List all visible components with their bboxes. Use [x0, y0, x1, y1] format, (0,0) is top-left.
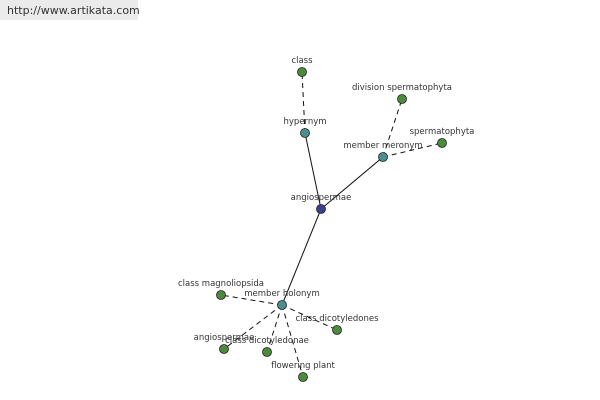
node: [298, 372, 308, 382]
node-label: class: [291, 56, 313, 66]
dashed-edge: [281, 304, 338, 331]
node-label: hypernym: [283, 117, 326, 127]
node-label: division spermatophyta: [352, 83, 452, 93]
header-url[interactable]: http://www.artikata.com: [0, 0, 140, 20]
node-label: member holonym: [244, 289, 319, 299]
node-label: spermatophyta: [410, 127, 475, 137]
node-label: flowering plant: [271, 361, 335, 371]
node: [297, 67, 307, 77]
node: [437, 138, 447, 148]
node: [216, 290, 226, 300]
node: [332, 325, 342, 335]
dashed-edge: [223, 304, 283, 350]
node-label: angiospermae: [291, 193, 352, 203]
node-label: class magnoliopsida: [178, 279, 264, 289]
edge: [304, 132, 322, 210]
node-label: angiospermae: [194, 333, 255, 343]
node: [378, 152, 388, 162]
node-label: member meronym: [343, 141, 422, 151]
node: [300, 128, 310, 138]
node: [277, 300, 287, 310]
node: [262, 347, 272, 357]
dashed-edge: [220, 294, 283, 306]
node: [219, 344, 229, 354]
node-label: class dicotyledonae: [225, 336, 309, 346]
dashed-edge: [281, 304, 304, 378]
edge: [320, 156, 384, 210]
node: [397, 94, 407, 104]
dashed-edge: [301, 71, 306, 134]
node-label: class dicotyledones: [295, 314, 379, 324]
dashed-edge: [382, 98, 403, 158]
dashed-edge: [382, 142, 443, 158]
node: [316, 204, 326, 214]
edge: [281, 208, 322, 306]
